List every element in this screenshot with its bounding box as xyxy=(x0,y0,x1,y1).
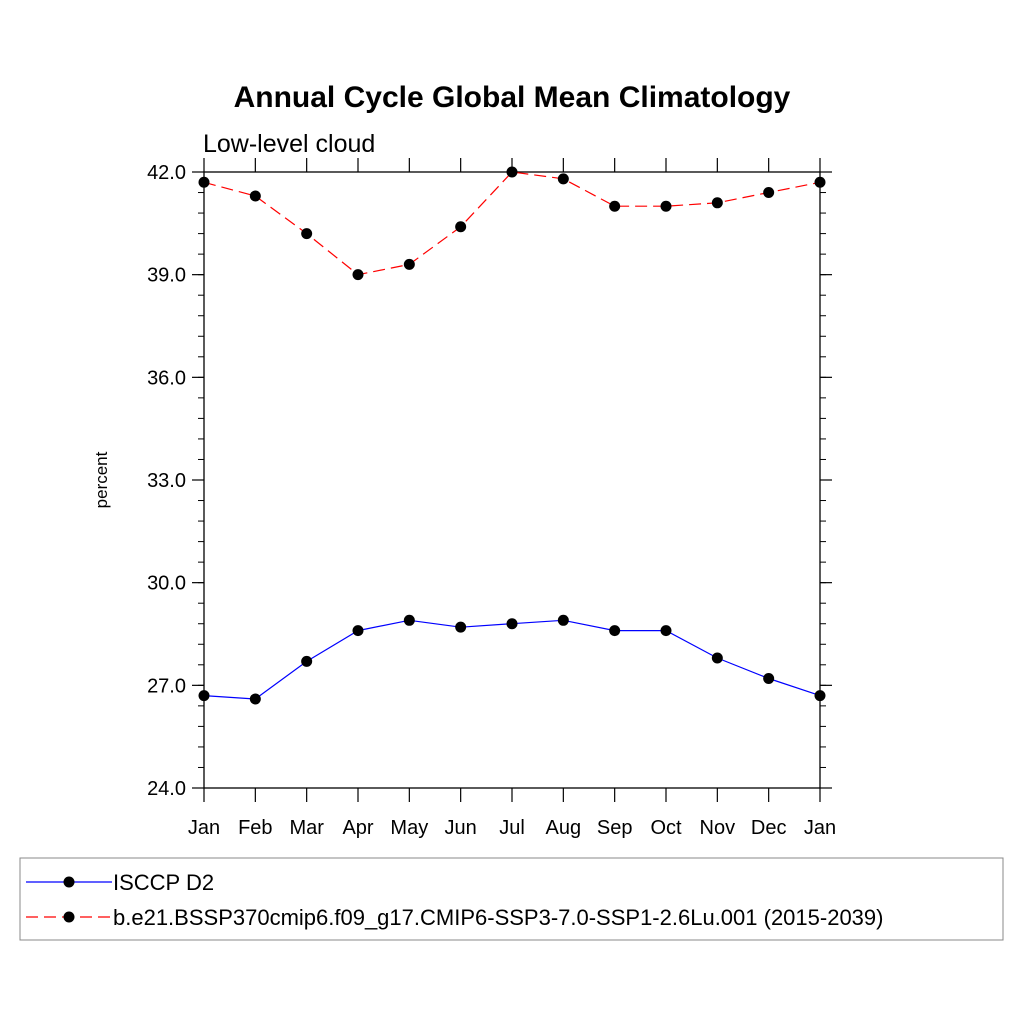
data-point xyxy=(711,652,723,664)
y-tick-label: 30.0 xyxy=(147,573,186,595)
y-tick-label: 39.0 xyxy=(147,265,186,287)
data-point xyxy=(763,187,775,199)
axis-ticks xyxy=(192,158,832,802)
data-point xyxy=(557,614,569,626)
x-tick-label: Jan xyxy=(804,817,836,839)
legend: ISCCP D2 b.e21.BSSP370cmip6.f09_g17.CMIP6… xyxy=(26,870,883,930)
data-point xyxy=(660,625,672,637)
y-tick-label: 27.0 xyxy=(147,675,186,697)
data-point xyxy=(198,690,210,702)
data-point xyxy=(249,190,261,202)
data-point xyxy=(557,173,569,185)
x-tick-label: Feb xyxy=(238,817,272,839)
x-tick-label: Jul xyxy=(499,817,525,839)
plot-frame xyxy=(203,171,821,789)
data-point xyxy=(506,166,518,178)
data-point xyxy=(506,618,518,630)
data-point xyxy=(609,200,621,212)
data-point xyxy=(301,228,313,240)
x-tick-label: Dec xyxy=(751,817,787,839)
data-point xyxy=(711,197,723,209)
data-point xyxy=(403,258,415,270)
chart-title: Annual Cycle Global Mean Climatology xyxy=(234,81,791,114)
data-point xyxy=(403,614,415,626)
data-point xyxy=(455,221,467,233)
y-tick-label: 33.0 xyxy=(147,470,186,492)
data-point xyxy=(660,200,672,212)
data-point xyxy=(352,269,364,281)
data-point xyxy=(455,621,467,633)
x-tick-label: Jan xyxy=(188,817,220,839)
x-tick-label: Mar xyxy=(289,817,324,839)
legend-label-2: b.e21.BSSP370cmip6.f09_g17.CMIP6-SSP3-7.… xyxy=(113,905,883,930)
x-tick-label: May xyxy=(390,817,428,839)
x-tick-labels: Jan Feb Mar Apr May Jun Jul Aug Sep Oct Nov Dec Jan xyxy=(188,817,836,839)
x-tick-label: Sep xyxy=(597,817,633,839)
series-line-1 xyxy=(203,619,821,700)
x-tick-label: Apr xyxy=(342,817,373,839)
x-tick-label: Oct xyxy=(650,817,682,839)
x-tick-label: Nov xyxy=(700,817,736,839)
data-point xyxy=(609,625,621,637)
data-point xyxy=(198,176,210,188)
y-tick-label: 42.0 xyxy=(147,162,186,184)
legend-marker-1 xyxy=(63,876,75,888)
x-tick-label: Jun xyxy=(445,817,477,839)
chart-subtitle: Low-level cloud xyxy=(203,130,375,158)
series-layer xyxy=(198,166,826,705)
y-tick-labels: 42.0 39.0 36.0 33.0 30.0 27.0 24.0 xyxy=(147,162,186,800)
y-tick-label: 24.0 xyxy=(147,778,186,800)
data-point xyxy=(814,690,826,702)
data-point xyxy=(814,176,826,188)
data-point xyxy=(763,672,775,684)
data-point xyxy=(249,693,261,705)
x-tick-label: Aug xyxy=(546,817,582,839)
data-point xyxy=(301,655,313,667)
y-tick-label: 36.0 xyxy=(147,367,186,389)
legend-box xyxy=(19,857,1004,941)
legend-label-1: ISCCP D2 xyxy=(113,870,214,895)
legend-marker-2 xyxy=(63,911,75,923)
y-axis-label: percent xyxy=(92,451,111,508)
data-point xyxy=(352,625,364,637)
series-line-2 xyxy=(203,171,821,276)
